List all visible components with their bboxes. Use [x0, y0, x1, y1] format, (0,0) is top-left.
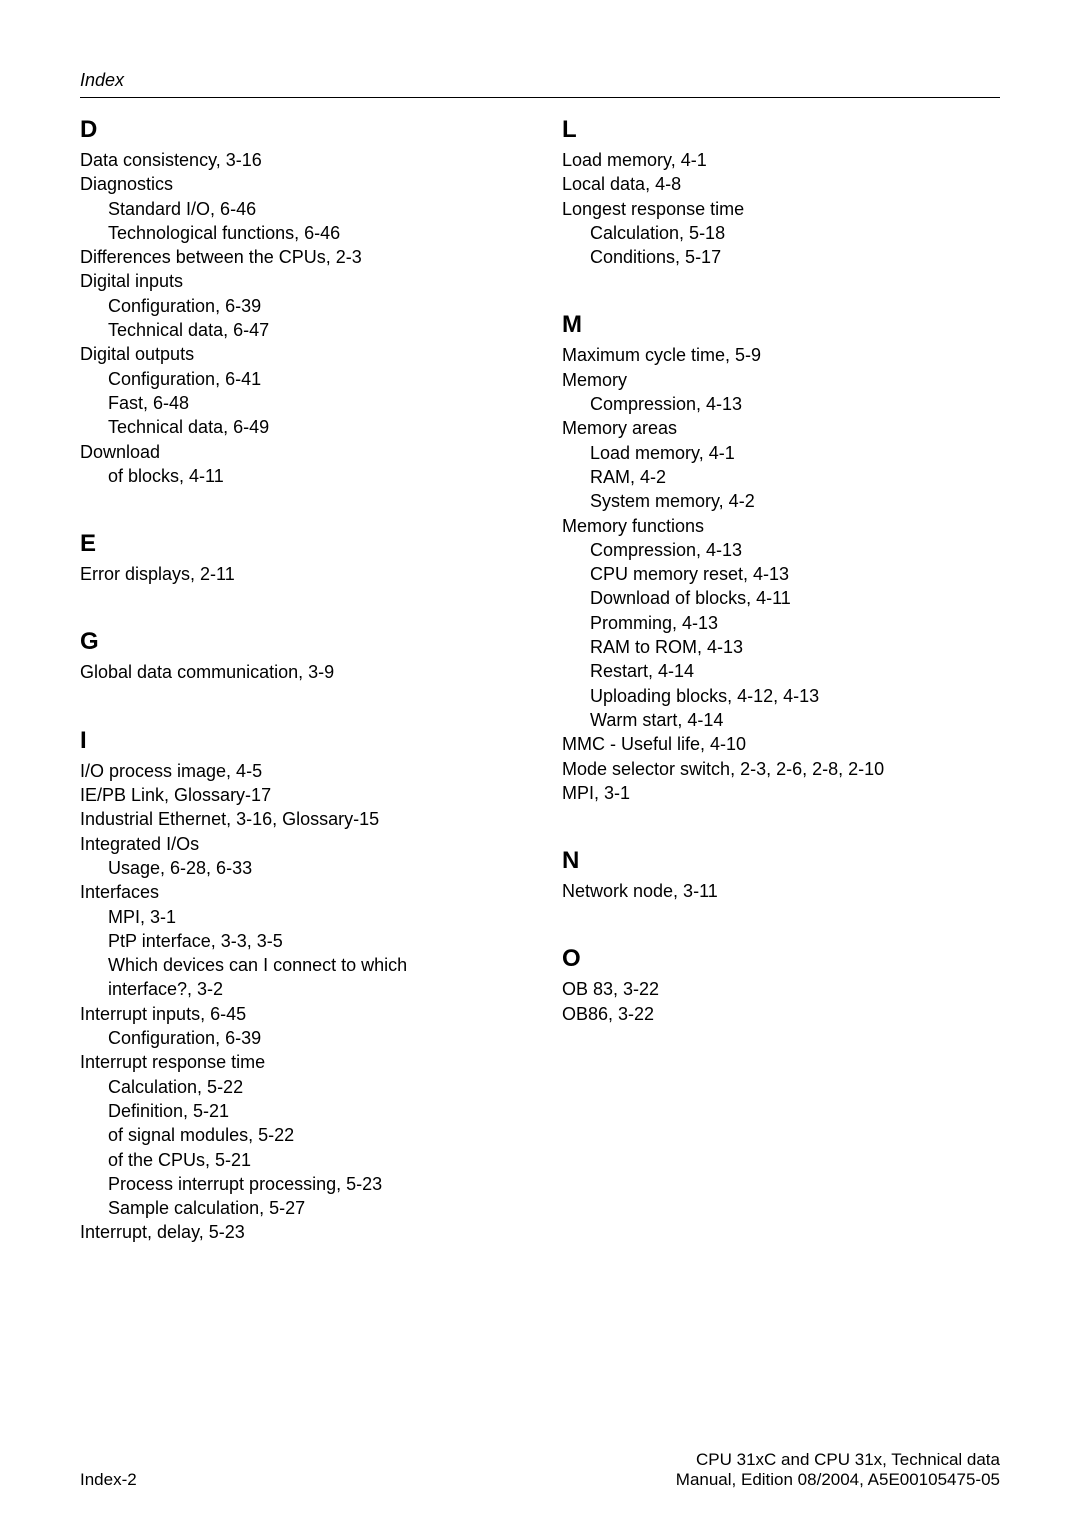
index-entry: Interrupt response time [80, 1050, 518, 1074]
section-letter-m: M [562, 311, 1000, 339]
section-gap [562, 903, 1000, 931]
index-subentry: Uploading blocks, 4-12, 4-13 [562, 684, 1000, 708]
index-entry: Interrupt, delay, 5-23 [80, 1220, 518, 1244]
index-entry: OB 83, 3-22 [562, 977, 1000, 1001]
index-subentry: MPI, 3-1 [80, 905, 518, 929]
index-subentry: Configuration, 6-41 [80, 367, 518, 391]
index-subentry: Which devices can I connect to which [80, 953, 518, 977]
index-subentry: RAM, 4-2 [562, 465, 1000, 489]
index-entry: Differences between the CPUs, 2-3 [80, 245, 518, 269]
section-letter-g: G [80, 628, 518, 656]
index-subentry: Download of blocks, 4-11 [562, 586, 1000, 610]
index-entry: Global data communication, 3-9 [80, 660, 518, 684]
index-entry: Load memory, 4-1 [562, 148, 1000, 172]
section-gap [80, 685, 518, 713]
index-entry: Interfaces [80, 880, 518, 904]
index-subentry: PtP interface, 3-3, 3-5 [80, 929, 518, 953]
index-subentry: Load memory, 4-1 [562, 441, 1000, 465]
index-subentry: Calculation, 5-18 [562, 221, 1000, 245]
index-subentry: Sample calculation, 5-27 [80, 1196, 518, 1220]
index-subentry: Promming, 4-13 [562, 611, 1000, 635]
index-entry: Industrial Ethernet, 3-16, Glossary-15 [80, 807, 518, 831]
index-entry: Mode selector switch, 2-3, 2-6, 2-8, 2-1… [562, 757, 1000, 781]
index-subentry: System memory, 4-2 [562, 489, 1000, 513]
index-columns: D Data consistency, 3-16 Diagnostics Sta… [80, 116, 1000, 1245]
index-subentry: CPU memory reset, 4-13 [562, 562, 1000, 586]
index-subentry: of signal modules, 5-22 [80, 1123, 518, 1147]
index-subentry: Technological functions, 6-46 [80, 221, 518, 245]
index-entry: Data consistency, 3-16 [80, 148, 518, 172]
index-entry: Error displays, 2-11 [80, 562, 518, 586]
index-subentry: Definition, 5-21 [80, 1099, 518, 1123]
index-subentry: of blocks, 4-11 [80, 464, 518, 488]
index-subentry: Compression, 4-13 [562, 538, 1000, 562]
section-letter-n: N [562, 847, 1000, 875]
index-subentry: Conditions, 5-17 [562, 245, 1000, 269]
section-gap [80, 586, 518, 614]
index-entry: Memory [562, 368, 1000, 392]
left-column: D Data consistency, 3-16 Diagnostics Sta… [80, 116, 518, 1245]
index-subentry: Technical data, 6-49 [80, 415, 518, 439]
index-entry: Digital outputs [80, 342, 518, 366]
index-subentry: Compression, 4-13 [562, 392, 1000, 416]
section-letter-e: E [80, 530, 518, 558]
index-entry: Maximum cycle time, 5-9 [562, 343, 1000, 367]
index-entry: MMC - Useful life, 4-10 [562, 732, 1000, 756]
index-subentry: Warm start, 4-14 [562, 708, 1000, 732]
section-letter-i: I [80, 727, 518, 755]
index-entry: MPI, 3-1 [562, 781, 1000, 805]
index-subentry: Fast, 6-48 [80, 391, 518, 415]
index-entry: I/O process image, 4-5 [80, 759, 518, 783]
index-subentry: Configuration, 6-39 [80, 294, 518, 318]
index-entry: Local data, 4-8 [562, 172, 1000, 196]
index-subentry: Calculation, 5-22 [80, 1075, 518, 1099]
index-subentry: Process interrupt processing, 5-23 [80, 1172, 518, 1196]
page: Index D Data consistency, 3-16 Diagnosti… [0, 0, 1080, 1245]
index-entry: Interrupt inputs, 6-45 [80, 1002, 518, 1026]
index-entry: Download [80, 440, 518, 464]
footer-title: CPU 31xC and CPU 31x, Technical data [676, 1450, 1000, 1470]
index-entry: Digital inputs [80, 269, 518, 293]
index-subentry: Restart, 4-14 [562, 659, 1000, 683]
section-gap [562, 269, 1000, 297]
index-entry: Network node, 3-11 [562, 879, 1000, 903]
index-subentry: RAM to ROM, 4-13 [562, 635, 1000, 659]
section-gap [562, 805, 1000, 833]
section-letter-o: O [562, 945, 1000, 973]
index-subentry: Standard I/O, 6-46 [80, 197, 518, 221]
footer-page-number: Index-2 [80, 1470, 137, 1490]
footer-edition: Manual, Edition 08/2004, A5E00105475-05 [676, 1470, 1000, 1490]
index-entry: Diagnostics [80, 172, 518, 196]
index-entry: OB86, 3-22 [562, 1002, 1000, 1026]
index-subentry: of the CPUs, 5-21 [80, 1148, 518, 1172]
index-entry: IE/PB Link, Glossary-17 [80, 783, 518, 807]
section-letter-d: D [80, 116, 518, 144]
index-subentry: interface?, 3-2 [80, 977, 518, 1001]
index-subentry: Usage, 6-28, 6-33 [80, 856, 518, 880]
index-entry: Memory functions [562, 514, 1000, 538]
section-letter-l: L [562, 116, 1000, 144]
footer-doc-info: CPU 31xC and CPU 31x, Technical data Man… [676, 1450, 1000, 1490]
right-column: L Load memory, 4-1 Local data, 4-8 Longe… [562, 116, 1000, 1245]
index-entry: Memory areas [562, 416, 1000, 440]
index-subentry: Technical data, 6-47 [80, 318, 518, 342]
running-header: Index [80, 70, 1000, 98]
index-subentry: Configuration, 6-39 [80, 1026, 518, 1050]
index-entry: Integrated I/Os [80, 832, 518, 856]
index-entry: Longest response time [562, 197, 1000, 221]
page-footer: Index-2 CPU 31xC and CPU 31x, Technical … [80, 1450, 1000, 1490]
section-gap [80, 488, 518, 516]
